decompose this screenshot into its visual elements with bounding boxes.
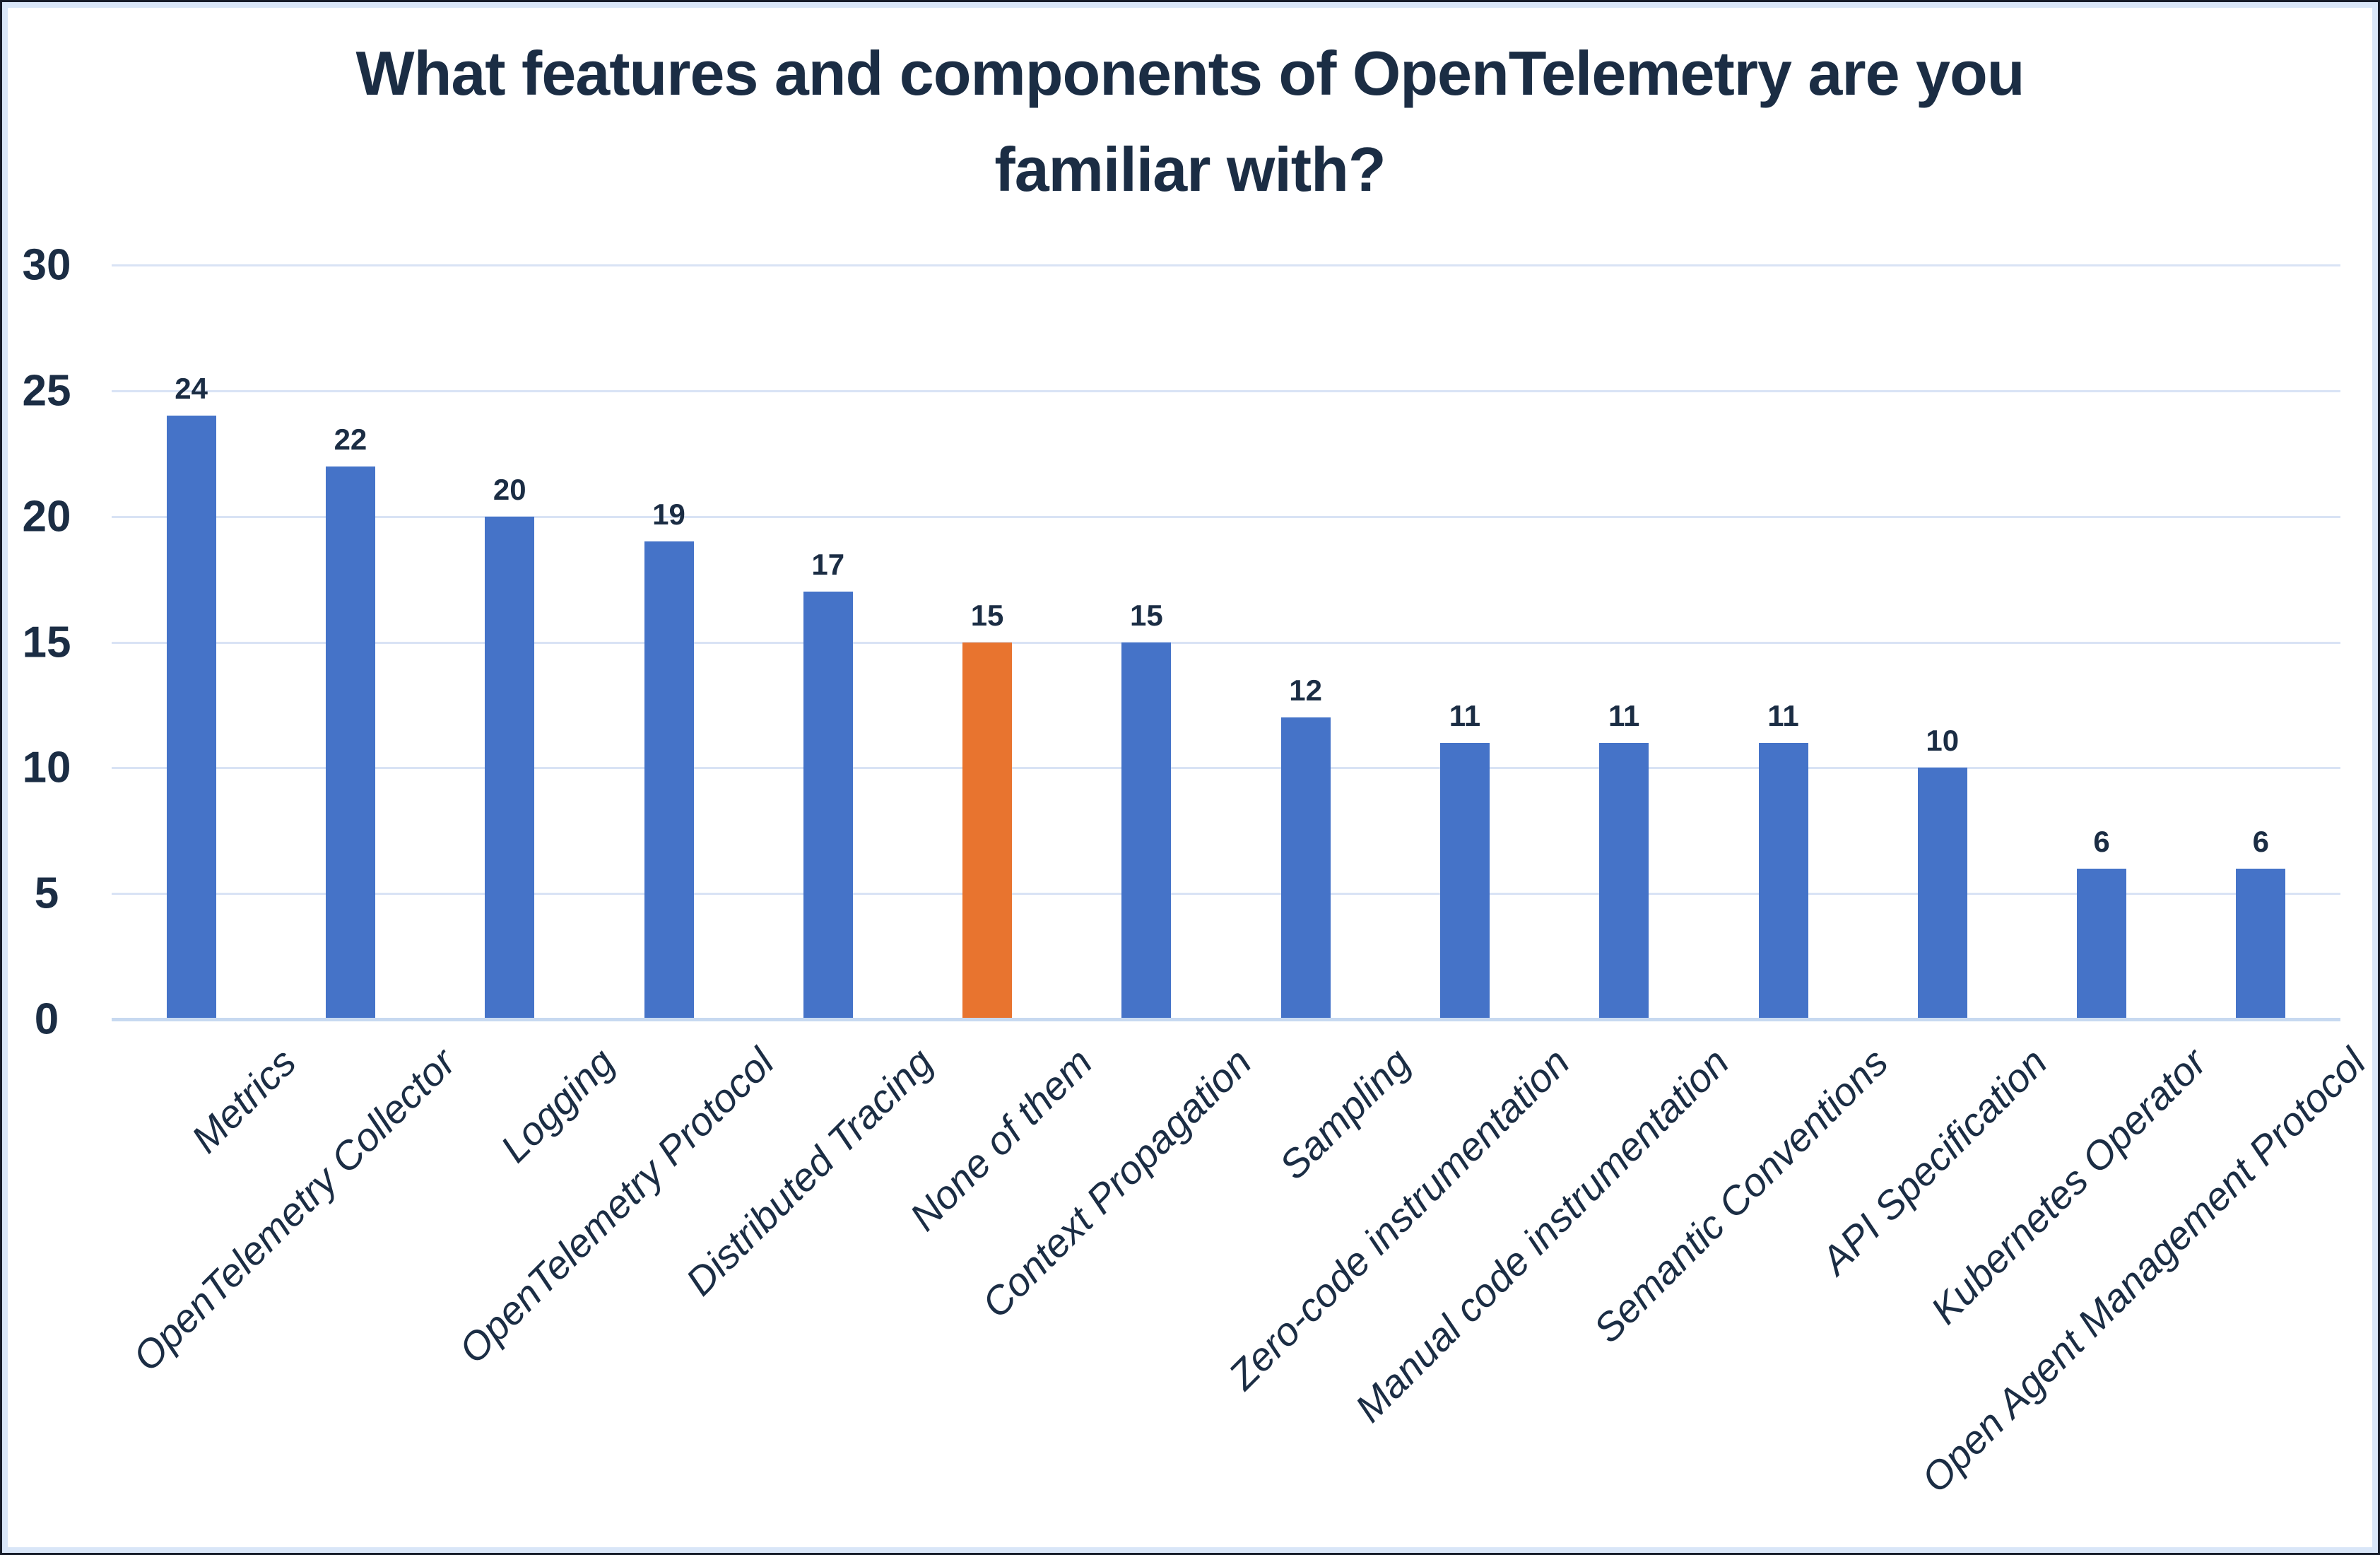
bar-value-label: 24 bbox=[175, 372, 208, 406]
bar-metrics bbox=[166, 416, 216, 1019]
x-axis-line bbox=[112, 1018, 2340, 1021]
x-axis-category-label: Context Propagation bbox=[973, 1039, 1260, 1327]
bar-value-label: 15 bbox=[1129, 598, 1163, 632]
y-axis-tick-label: 20 bbox=[22, 492, 71, 541]
bar-value-label: 11 bbox=[1608, 698, 1640, 732]
bar-none-of-them bbox=[962, 642, 1013, 1019]
x-axis-category-label: Metrics bbox=[182, 1039, 305, 1161]
y-axis-tick-label: 10 bbox=[22, 743, 71, 792]
bar-value-label: 10 bbox=[1926, 724, 1960, 758]
bar-value-label: 6 bbox=[2093, 824, 2110, 858]
gridline-30 bbox=[112, 264, 2340, 266]
bar-value-label: 11 bbox=[1449, 698, 1481, 732]
bar-kubernetes-operator bbox=[2077, 868, 2127, 1019]
gridline-5 bbox=[112, 893, 2340, 896]
chart-title: What features and components of OpenTele… bbox=[0, 25, 2380, 218]
bar-value-label: 11 bbox=[1767, 698, 1799, 732]
bar-zero-code-instrumentation bbox=[1439, 742, 1490, 1019]
bar-value-label: 20 bbox=[493, 472, 526, 506]
gridline-25 bbox=[112, 389, 2340, 392]
bar-logging bbox=[485, 516, 535, 1019]
y-axis-tick-label: 0 bbox=[34, 994, 59, 1044]
x-axis-category-label: Logging bbox=[491, 1039, 623, 1171]
gridline-15 bbox=[112, 641, 2340, 644]
bar-semantic-conventions bbox=[1758, 742, 1808, 1019]
x-axis-category-label: Kubernetes Operator bbox=[1921, 1039, 2215, 1333]
bar-value-label: 12 bbox=[1289, 674, 1322, 708]
y-axis-tick-label: 30 bbox=[22, 240, 71, 290]
bar-value-label: 6 bbox=[2252, 824, 2270, 858]
x-axis-category-label: Semantic Conventions bbox=[1585, 1039, 1897, 1351]
y-axis-tick-label: 25 bbox=[22, 366, 71, 416]
bar-value-label: 15 bbox=[970, 598, 1004, 632]
bar-distributed-tracing bbox=[803, 592, 853, 1019]
bar-opentelemetry-protocol bbox=[644, 541, 694, 1019]
y-axis-tick-label: 5 bbox=[34, 869, 59, 918]
bar-manual-code-instrumentation bbox=[1599, 742, 1649, 1019]
x-axis-category-label: OpenTelemetry Protocol bbox=[449, 1039, 782, 1372]
bar-value-label: 19 bbox=[652, 498, 685, 532]
gridline-20 bbox=[112, 515, 2340, 518]
gridline-10 bbox=[112, 767, 2340, 770]
chart-title-line-2: familiar with? bbox=[994, 134, 1386, 204]
bar-sampling bbox=[1280, 717, 1331, 1019]
bar-context-propagation bbox=[1121, 642, 1172, 1019]
bar-value-label: 22 bbox=[334, 422, 367, 456]
bar-api-specification bbox=[1917, 768, 1967, 1019]
bar-value-label: 17 bbox=[811, 548, 845, 582]
x-axis-category-label: OpenTelemetry Collector bbox=[124, 1039, 464, 1380]
bar-opentelemetry-collector bbox=[325, 466, 375, 1019]
y-axis-tick-label: 15 bbox=[22, 618, 71, 667]
chart-title-line-1: What features and components of OpenTele… bbox=[355, 38, 2025, 108]
bar-open-agent-management-protocol bbox=[2236, 868, 2286, 1019]
x-axis-category-label: Sampling bbox=[1271, 1039, 1419, 1188]
